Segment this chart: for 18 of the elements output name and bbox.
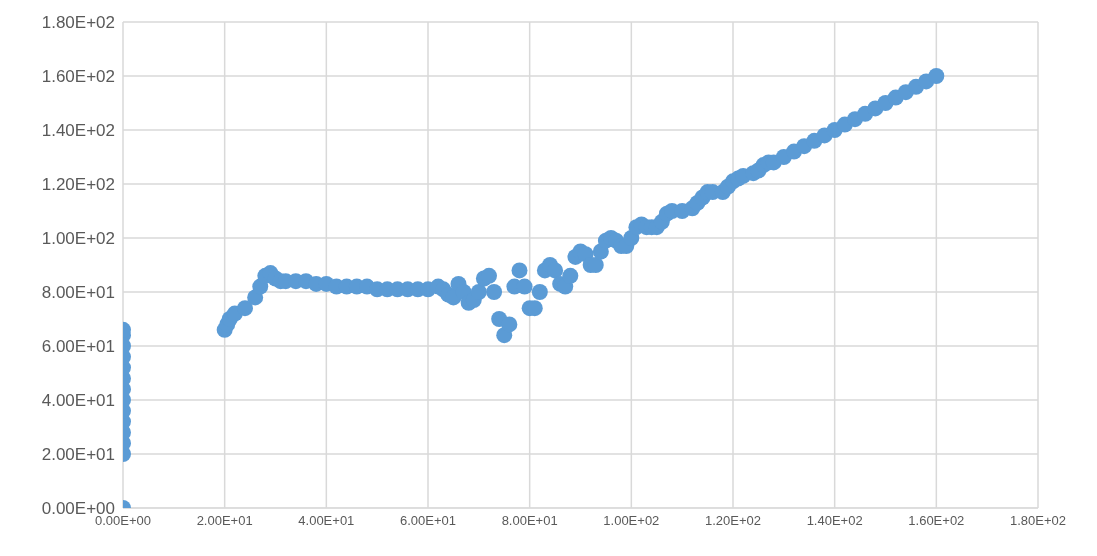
x-tick-label: 8.00E+01 bbox=[501, 513, 558, 529]
y-tick-label: 1.20E+02 bbox=[41, 175, 115, 195]
y-tick-label: 1.60E+02 bbox=[41, 67, 115, 87]
y-tick-label: 8.00E+01 bbox=[41, 283, 115, 303]
x-tick-label: 1.80E+02 bbox=[1009, 513, 1067, 529]
x-tick-label: 2.00E+01 bbox=[196, 513, 253, 529]
y-tick-label: 2.00E+01 bbox=[41, 445, 115, 465]
x-tick-label: 6.00E+01 bbox=[399, 513, 457, 529]
y-tick-label: 1.40E+02 bbox=[41, 121, 115, 141]
x-tick-label: 4.00E+01 bbox=[298, 513, 355, 529]
y-tick-label: 6.00E+01 bbox=[41, 337, 115, 357]
x-tick-label: 1.40E+02 bbox=[806, 513, 863, 529]
x-tick-label: 1.60E+02 bbox=[908, 513, 965, 529]
y-tick-label: 4.00E+01 bbox=[41, 391, 115, 411]
x-tick-label: 1.00E+02 bbox=[603, 513, 660, 529]
y-tick-label: 1.00E+02 bbox=[41, 229, 115, 249]
y-tick-label: 1.80E+02 bbox=[41, 13, 115, 33]
x-tick-label: 1.20E+02 bbox=[704, 513, 762, 529]
